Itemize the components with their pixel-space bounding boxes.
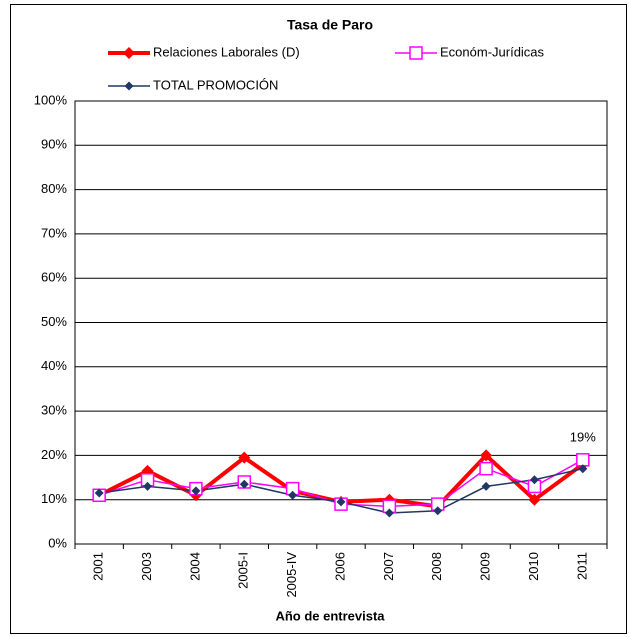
legend-marker xyxy=(124,81,134,91)
marker xyxy=(384,508,394,518)
chart-title: Tasa de Paro xyxy=(287,17,373,33)
y-tick-label: 20% xyxy=(41,447,67,462)
legend-marker xyxy=(123,47,135,59)
marker xyxy=(481,481,491,491)
marker xyxy=(191,486,201,496)
y-tick-label: 50% xyxy=(41,314,67,329)
marker xyxy=(94,488,104,498)
x-axis-title: Año de entrevista xyxy=(275,608,385,623)
x-tick-label: 2003 xyxy=(139,552,154,581)
x-tick-label: 2009 xyxy=(478,552,493,581)
marker xyxy=(336,497,346,507)
marker xyxy=(528,493,541,506)
marker xyxy=(479,461,493,476)
x-tick-label: 2011 xyxy=(574,552,589,580)
y-tick-label: 70% xyxy=(41,225,67,240)
y-tick-label: 80% xyxy=(41,181,67,196)
y-tick-label: 30% xyxy=(41,403,67,418)
marker xyxy=(143,481,153,491)
marker xyxy=(578,464,588,474)
legend-label: Relaciones Laborales (D) xyxy=(153,44,300,59)
marker xyxy=(576,453,590,467)
y-tick-label: 60% xyxy=(41,270,67,285)
x-tick-label: 2004 xyxy=(187,552,202,581)
marker xyxy=(529,475,539,485)
chart-border xyxy=(10,4,627,634)
x-tick-label: 2010 xyxy=(526,552,541,581)
marker xyxy=(239,479,249,489)
x-tick-label: 2005-I xyxy=(236,552,251,589)
marker xyxy=(288,490,298,500)
y-tick-label: 90% xyxy=(41,137,67,152)
y-tick-label: 0% xyxy=(48,535,67,550)
x-tick-label: 2001 xyxy=(91,552,106,581)
marker xyxy=(433,506,443,516)
x-tick-label: 2008 xyxy=(429,552,444,581)
y-tick-label: 100% xyxy=(34,92,68,107)
legend-label: TOTAL PROMOCIÓN xyxy=(153,77,278,92)
plot-area xyxy=(74,100,608,545)
legend-label: Económ-Jurídicas xyxy=(440,44,545,59)
marker xyxy=(480,449,493,462)
y-tick-label: 40% xyxy=(41,358,67,373)
data-label: 19% xyxy=(570,429,596,444)
legend-marker xyxy=(409,46,423,60)
x-tick-label: 2005-IV xyxy=(284,552,299,598)
marker xyxy=(238,451,251,464)
x-tick-label: 2006 xyxy=(332,552,347,581)
x-tick-label: 2007 xyxy=(381,552,396,581)
y-tick-label: 10% xyxy=(41,491,67,506)
